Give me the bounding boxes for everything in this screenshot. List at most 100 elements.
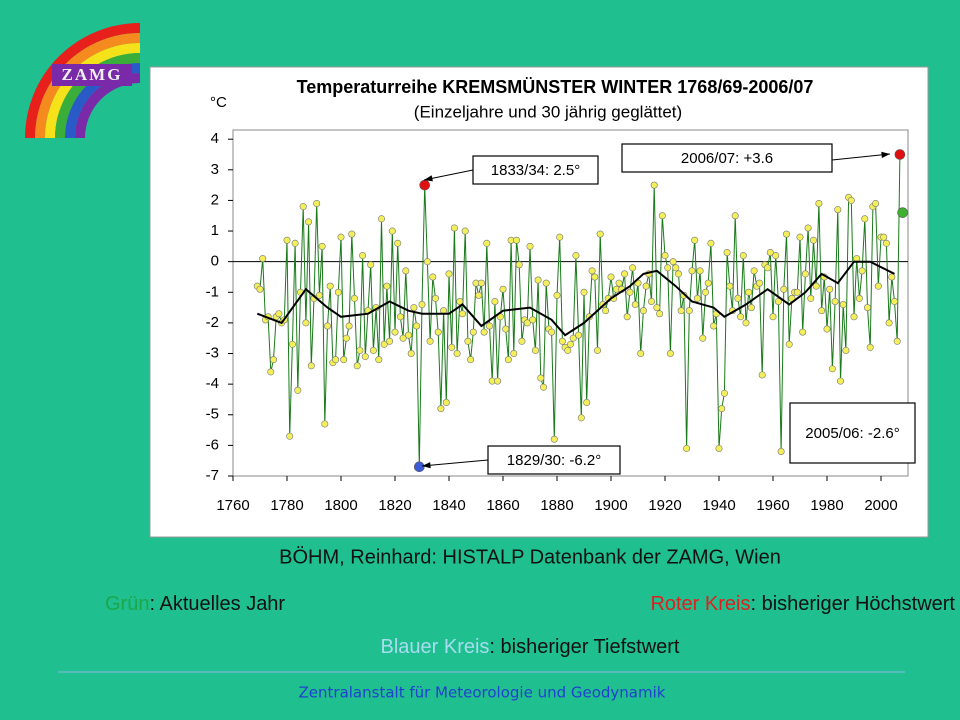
y-tick-label: 3 — [211, 161, 219, 178]
data-point — [847, 196, 855, 204]
data-point — [318, 242, 326, 250]
data-point — [566, 340, 574, 348]
data-point — [699, 334, 707, 342]
data-point — [413, 322, 421, 330]
data-point — [888, 273, 896, 281]
highlight-marker — [413, 461, 425, 473]
data-point — [593, 346, 601, 354]
x-tick-label: 1900 — [594, 497, 627, 514]
legend-key: Blauer Kreis — [380, 636, 489, 658]
x-tick-label: 1920 — [648, 497, 681, 514]
data-point — [558, 337, 566, 345]
data-point — [410, 304, 418, 312]
data-point — [259, 255, 267, 263]
data-point — [658, 212, 666, 220]
annotation-arrow — [831, 153, 891, 161]
data-point — [615, 279, 623, 287]
y-tick-label: 0 — [211, 253, 219, 270]
data-point — [866, 343, 874, 351]
annotation-text: 2005/06: -2.6° — [805, 425, 899, 442]
data-point — [818, 307, 826, 315]
y-tick-label: -7 — [206, 467, 219, 484]
x-tick-label: 1980 — [810, 497, 843, 514]
data-point — [718, 405, 726, 413]
data-point — [445, 270, 453, 278]
y-tick-label: -3 — [206, 344, 219, 361]
data-point — [874, 282, 882, 290]
data-point — [526, 242, 534, 250]
data-point — [629, 264, 637, 272]
data-point — [710, 322, 718, 330]
data-point — [637, 350, 645, 358]
data-point — [855, 294, 863, 302]
chart-subtitle: (Einzeljahre und 30 jährig geglättet) — [414, 102, 682, 121]
data-point — [448, 343, 456, 351]
legend-entry: Blauer Kreis: bisheriger Tiefstwert — [380, 636, 679, 658]
data-point — [782, 230, 790, 238]
data-point — [823, 325, 831, 333]
data-point — [661, 252, 669, 260]
data-point — [499, 285, 507, 293]
data-point — [518, 337, 526, 345]
data-point — [302, 319, 310, 327]
data-point — [467, 356, 475, 364]
data-point — [780, 285, 788, 293]
data-point — [477, 279, 485, 287]
data-point — [321, 420, 329, 428]
annotation-text: 2006/07: +3.6 — [681, 150, 773, 167]
data-point — [485, 322, 493, 330]
data-point — [353, 362, 361, 370]
data-point — [383, 282, 391, 290]
data-point — [674, 270, 682, 278]
data-point — [542, 279, 550, 287]
x-tick-label: 1940 — [702, 497, 735, 514]
data-point — [850, 313, 858, 321]
data-point — [429, 273, 437, 281]
data-point — [523, 319, 531, 327]
data-point — [842, 346, 850, 354]
data-point — [359, 252, 367, 260]
data-point — [458, 310, 466, 318]
data-point — [758, 371, 766, 379]
data-point — [691, 236, 699, 244]
data-point — [774, 297, 782, 305]
x-tick-label: 1780 — [270, 497, 303, 514]
data-point — [801, 270, 809, 278]
data-point — [553, 291, 561, 299]
data-point — [693, 294, 701, 302]
data-point — [267, 368, 275, 376]
data-point — [647, 297, 655, 305]
highlight-marker — [894, 149, 906, 160]
data-point — [491, 297, 499, 305]
y-tick-label: -6 — [206, 436, 219, 453]
y-tick-label: 1 — [211, 222, 219, 239]
data-point — [469, 328, 477, 336]
data-point — [650, 181, 658, 189]
source: BÖHM, Reinhard: HISTALP Datenbank der ZA… — [279, 546, 781, 568]
data-point — [583, 399, 591, 407]
data-point — [315, 291, 323, 299]
data-point — [834, 206, 842, 214]
data-point — [734, 294, 742, 302]
data-point — [326, 282, 334, 290]
data-point — [426, 337, 434, 345]
data-point — [836, 377, 844, 385]
data-point — [831, 297, 839, 305]
data-point — [291, 239, 299, 247]
data-point — [367, 261, 375, 269]
data-point — [569, 334, 577, 342]
chart-title: Temperaturreihe KREMSMÜNSTER WINTER 1768… — [297, 77, 814, 97]
data-point — [269, 356, 277, 364]
data-point — [793, 288, 801, 296]
data-point — [785, 340, 793, 348]
data-point — [723, 248, 731, 256]
data-point — [656, 310, 664, 318]
data-point — [375, 356, 383, 364]
data-point — [882, 239, 890, 247]
data-point — [431, 294, 439, 302]
data-point — [747, 304, 755, 312]
annotation-text: 1833/34: 2.5° — [491, 162, 580, 179]
x-tick-label: 1760 — [216, 497, 249, 514]
data-point — [815, 199, 823, 207]
